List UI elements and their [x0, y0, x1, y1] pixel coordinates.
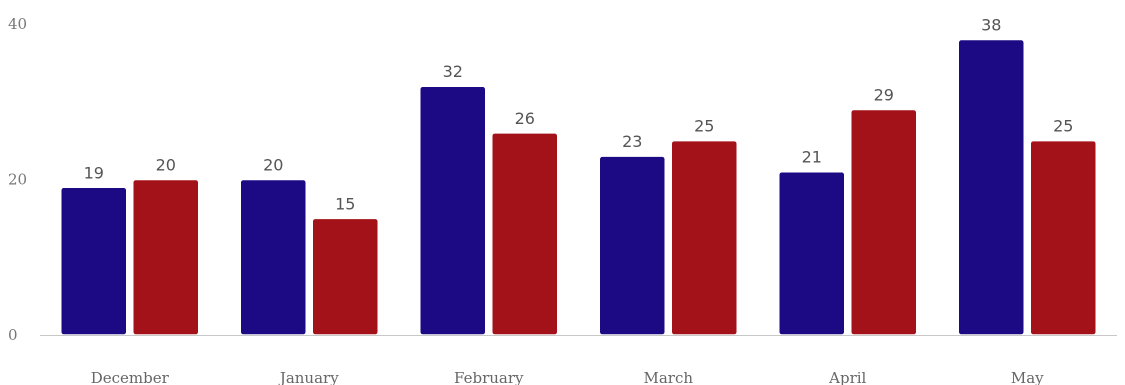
data-label: 26: [515, 109, 535, 128]
bar-series-2-january[interactable]: [311, 217, 379, 336]
y-tick-label: 0: [8, 326, 18, 344]
bar-series-2-april[interactable]: [850, 108, 918, 336]
data-label: 32: [443, 62, 463, 81]
bar-series-1-april[interactable]: [778, 170, 846, 336]
data-label: 20: [156, 156, 176, 175]
data-label: 19: [84, 163, 104, 182]
x-category-label: December: [91, 369, 170, 385]
data-label: 15: [335, 194, 355, 213]
data-labels: 19 20 20 15 32 26 23 25 21 29 38 25: [82, 14, 1075, 215]
bar-series-2-march[interactable]: [670, 139, 738, 336]
y-tick-label: 20: [8, 171, 27, 189]
bar-series-1-february[interactable]: [419, 85, 487, 336]
data-label: 38: [981, 16, 1001, 35]
x-category-label: January: [278, 369, 339, 385]
bar-series-2-may[interactable]: [1029, 139, 1097, 336]
data-label: 25: [1053, 117, 1073, 136]
bar-series-2-december[interactable]: [132, 178, 200, 336]
bar-series-1-december[interactable]: [60, 186, 128, 336]
bar-series-2-february[interactable]: [491, 132, 559, 336]
data-label: 25: [694, 117, 714, 136]
x-category-label: April: [828, 369, 866, 385]
bar-series-1-march[interactable]: [598, 155, 666, 336]
data-label: 29: [874, 86, 894, 105]
data-label: 23: [622, 132, 642, 151]
x-category-label: February: [454, 369, 524, 385]
bars: [60, 38, 1097, 336]
x-category-label: May: [1011, 369, 1044, 385]
bar-series-1-may[interactable]: [957, 38, 1025, 336]
y-tick-label: 40: [8, 15, 27, 33]
data-label: 20: [263, 156, 283, 175]
bar-series-1-january[interactable]: [239, 178, 307, 336]
x-category-label: March: [643, 369, 693, 385]
x-axis: December January February March April May: [91, 369, 1044, 385]
data-label: 21: [802, 148, 822, 167]
y-axis: 0 20 40: [8, 15, 27, 344]
